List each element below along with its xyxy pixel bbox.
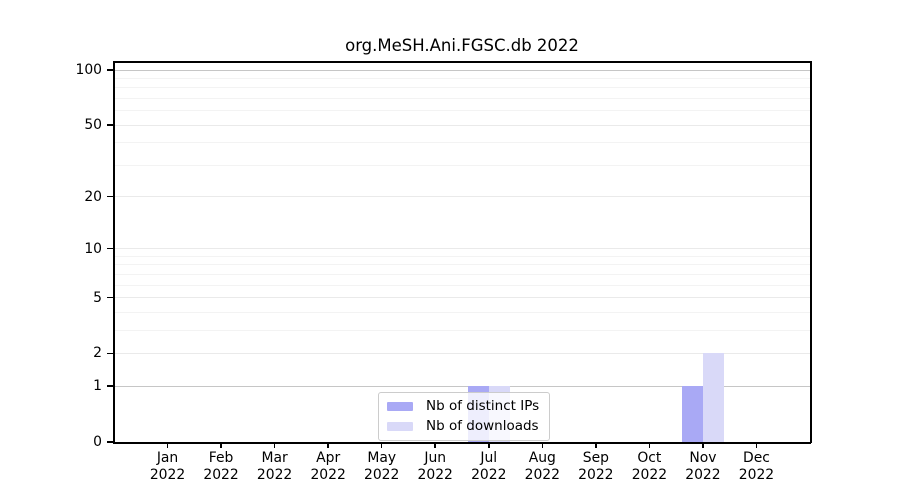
- spine-top: [113, 61, 811, 63]
- x-tick-mark: [488, 443, 490, 448]
- y-tick-label: 2: [93, 345, 102, 362]
- chart-title: org.MeSH.Ani.FGSC.db 2022: [345, 36, 579, 55]
- x-tick-mark: [648, 443, 651, 448]
- spine-right: [810, 61, 812, 443]
- gridline-minor: [114, 264, 810, 266]
- x-tick-mark: [220, 443, 222, 448]
- gridline-minor: [114, 97, 810, 99]
- grid-layer: [114, 61, 810, 442]
- y-tick-mark: [107, 69, 113, 71]
- x-tick-mark: [434, 443, 436, 448]
- y-tick-mark: [107, 441, 113, 443]
- gridline-minor: [114, 311, 810, 313]
- y-tick-mark: [107, 124, 113, 126]
- x-tick-label: Jun 2022: [417, 450, 453, 483]
- x-tick-mark: [541, 443, 544, 448]
- y-tick-mark: [107, 247, 113, 250]
- gridline-minor: [114, 273, 810, 275]
- gridline-major: [114, 352, 810, 354]
- x-tick-label: Mar 2022: [256, 450, 293, 483]
- gridline-minor: [114, 284, 810, 286]
- legend-item-downloads: Nb of downloads: [387, 418, 539, 435]
- gridline-minor: [114, 142, 810, 144]
- gridline-major: [114, 124, 810, 126]
- y-tick-label: 1: [93, 378, 102, 395]
- y-tick-mark: [107, 195, 113, 198]
- legend-swatch-downloads: [387, 421, 413, 432]
- gridline-minor: [114, 77, 810, 79]
- x-tick-label: Nov 2022: [685, 450, 721, 483]
- x-tick-mark: [380, 443, 383, 448]
- x-tick-label: Dec 2022: [738, 450, 775, 483]
- gridline-major: [114, 385, 810, 387]
- gridline-major: [114, 297, 810, 299]
- spine-left: [113, 61, 115, 443]
- x-tick-label: Jul 2022: [471, 450, 507, 483]
- y-tick-label: 5: [93, 289, 102, 306]
- bars-layer: [114, 61, 810, 442]
- spine-bottom: [113, 442, 811, 444]
- y-tick-label: 10: [84, 240, 102, 257]
- y-tick-mark: [107, 352, 113, 355]
- x-tick-mark: [595, 443, 597, 448]
- x-tick-label: Sep 2022: [578, 450, 614, 483]
- legend-item-distinct-ips: Nb of distinct IPs: [387, 398, 539, 415]
- x-tick-label: Feb 2022: [203, 450, 239, 483]
- legend-swatch-distinct-ips: [387, 401, 413, 412]
- x-tick-mark: [273, 443, 276, 448]
- x-tick-label: Apr 2022: [310, 450, 346, 483]
- x-tick-mark: [755, 443, 758, 448]
- gridline-minor: [114, 110, 810, 112]
- plot-area: [114, 61, 810, 442]
- legend: Nb of distinct IPs Nb of downloads: [378, 392, 551, 441]
- x-tick-mark: [327, 443, 329, 448]
- y-tick-label: 50: [84, 117, 102, 134]
- gridline-major: [114, 196, 810, 198]
- gridline-major: [114, 248, 810, 250]
- gridline-minor: [114, 164, 810, 166]
- gridline-minor: [114, 255, 810, 257]
- x-tick-label: Jan 2022: [149, 450, 186, 483]
- bar-distinct-ips-nov: [681, 386, 703, 442]
- legend-label-distinct-ips: Nb of distinct IPs: [426, 398, 540, 414]
- x-tick-mark: [166, 443, 169, 448]
- y-tick-label: 20: [84, 188, 102, 205]
- x-tick-mark: [702, 443, 704, 448]
- gridline-major: [114, 69, 810, 71]
- y-tick-mark: [107, 385, 113, 387]
- y-tick-label: 100: [75, 62, 102, 79]
- legend-label-downloads: Nb of downloads: [426, 418, 539, 434]
- y-tick-label: 0: [93, 434, 102, 450]
- bar-downloads-nov: [702, 353, 724, 442]
- x-tick-label: Oct 2022: [631, 450, 668, 483]
- gridline-minor: [114, 87, 810, 89]
- y-tick-mark: [107, 296, 113, 299]
- gridline-minor: [114, 329, 810, 331]
- x-tick-label: May 2022: [364, 450, 400, 483]
- x-tick-label: Aug 2022: [524, 450, 560, 483]
